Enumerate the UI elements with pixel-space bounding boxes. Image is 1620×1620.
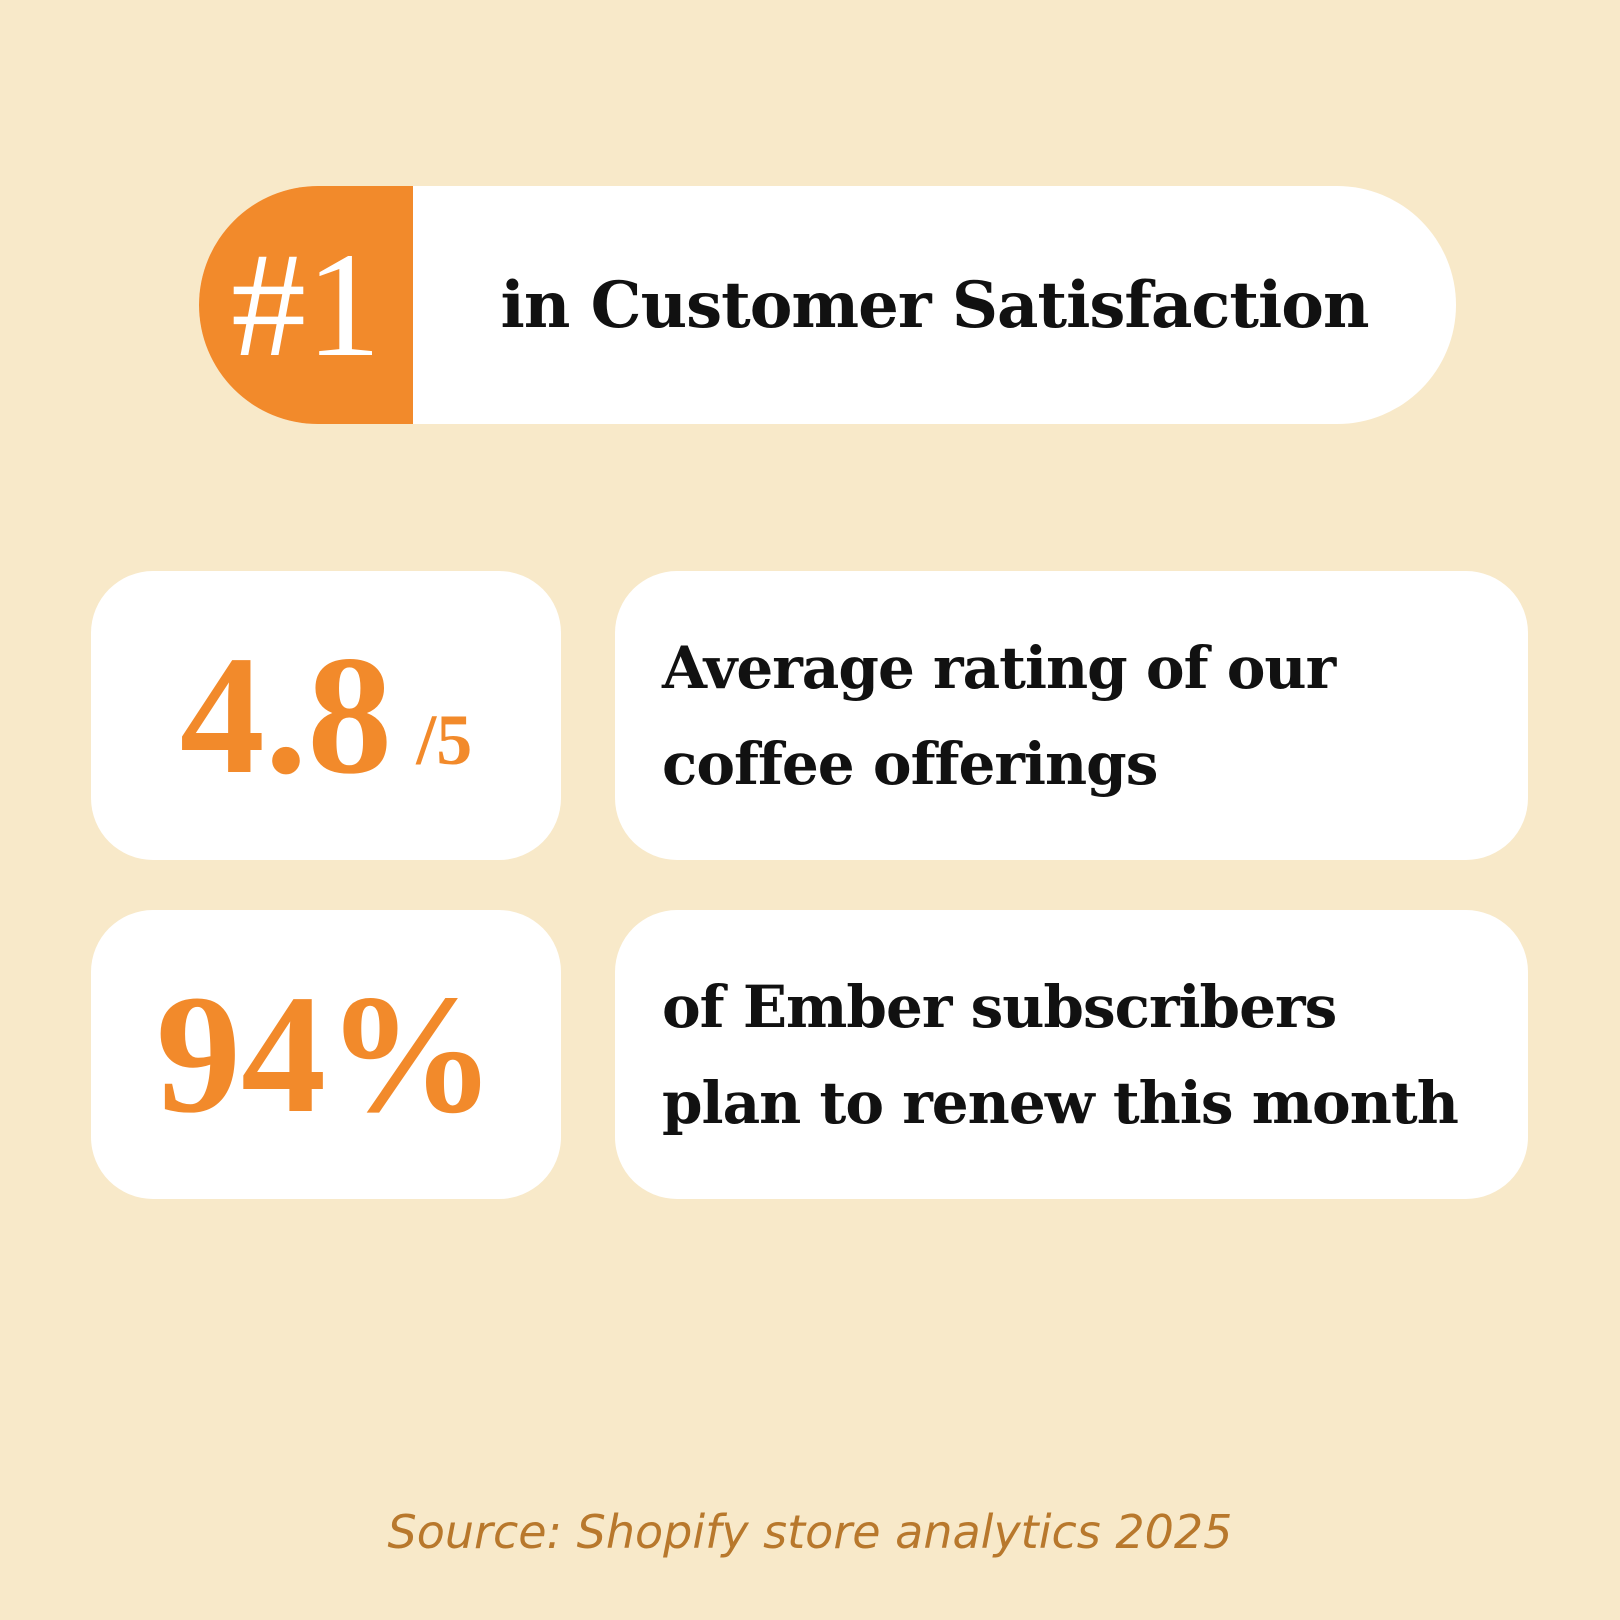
stat-description: Average rating of our coffee offerings — [615, 571, 1528, 860]
stat-suffix: /5 — [416, 700, 473, 780]
source: Source: Shopify store analytics 2025 — [387, 1505, 1233, 1559]
stat-value: 94% — [156, 960, 496, 1148]
stat-value-box: 4.8 /5 — [91, 571, 561, 860]
badge: #1 in Customer Satisfaction — [199, 186, 1456, 424]
description-line: of Ember subscribers — [662, 972, 1337, 1041]
stat-value-box: 94% — [91, 910, 561, 1199]
description-line: Average rating of our — [662, 633, 1336, 702]
description-line: coffee offerings — [662, 729, 1158, 798]
badge-text: in Customer Satisfaction — [500, 267, 1370, 343]
description-line: plan to renew this month — [662, 1068, 1459, 1137]
badge-rank: #1 — [199, 186, 413, 424]
stat-description: of Ember subscribers plan to renew this … — [615, 910, 1528, 1199]
stat-value: 4.8 — [179, 621, 393, 809]
